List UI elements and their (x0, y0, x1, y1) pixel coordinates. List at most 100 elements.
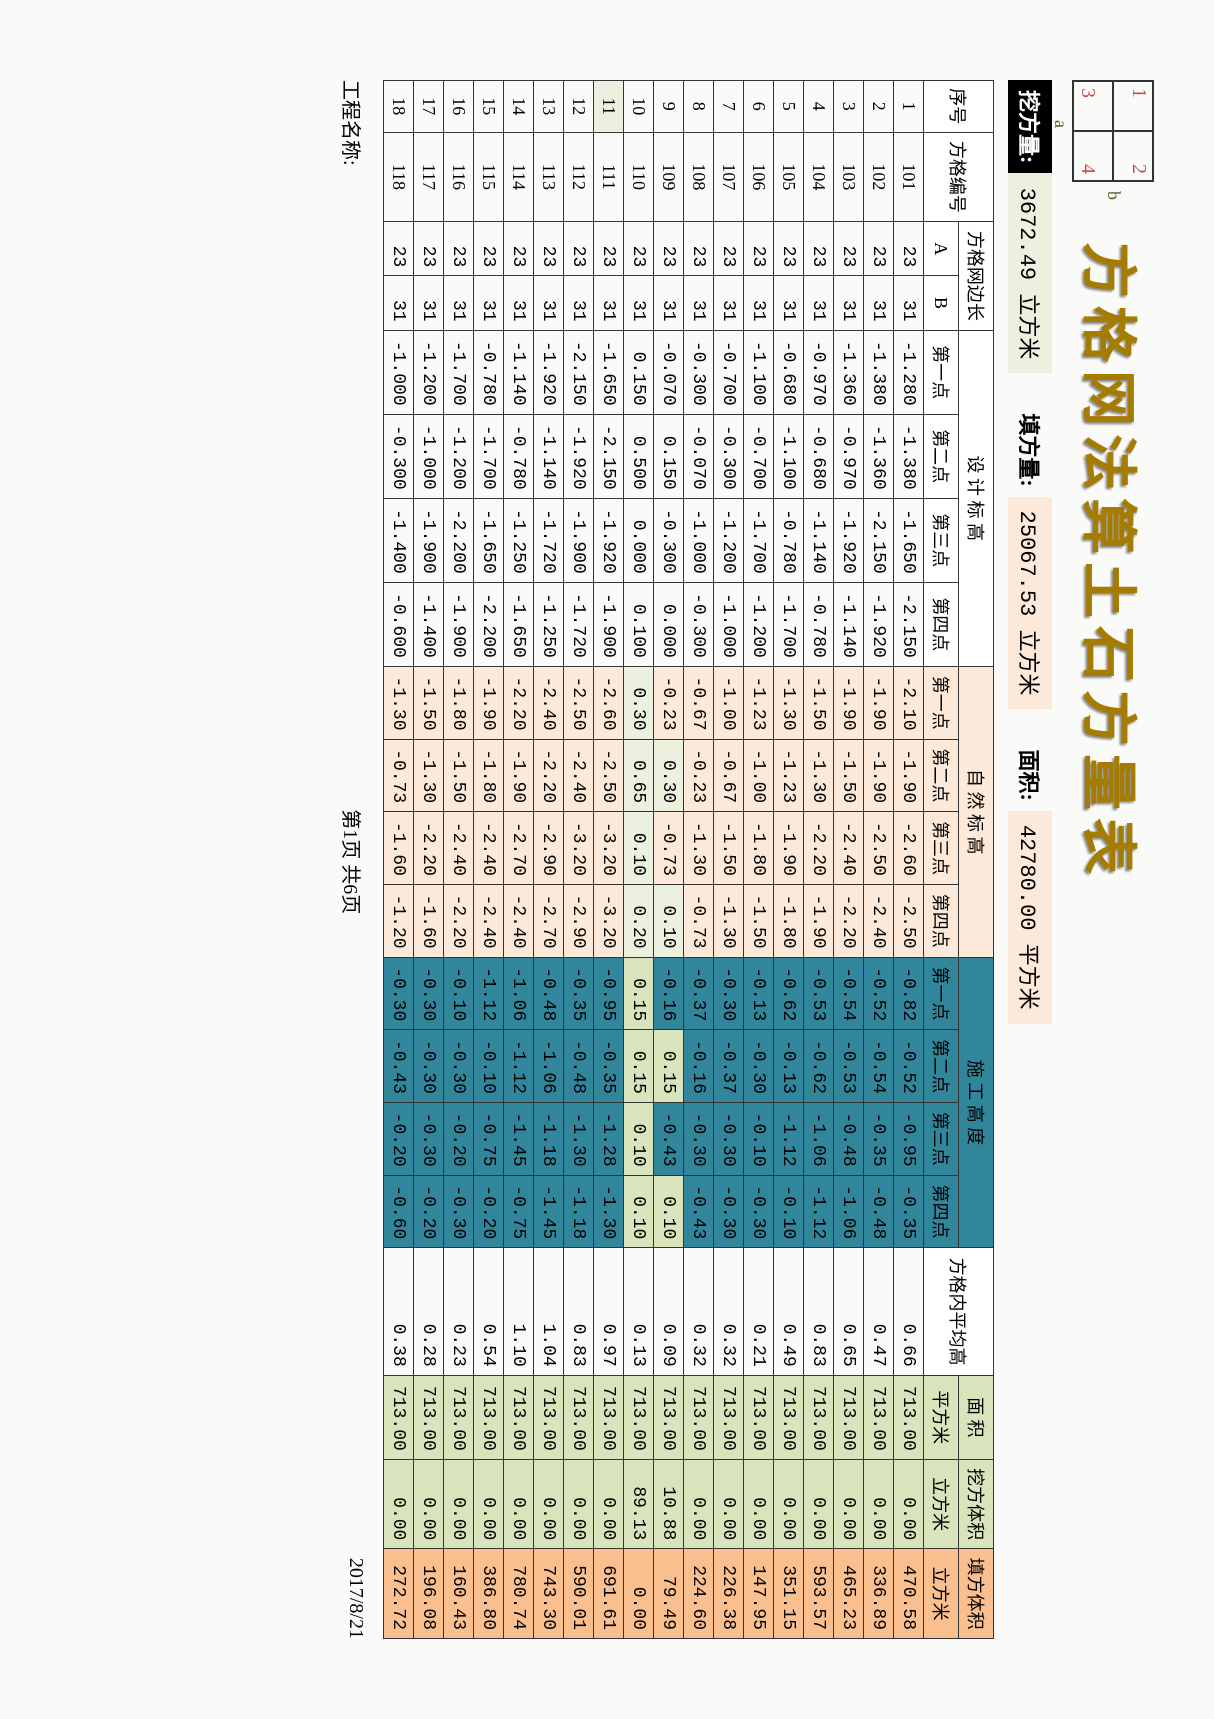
table-cell: 713.00 (684, 1375, 714, 1459)
hdr-design: 设 计 标 高 (959, 330, 994, 666)
table-cell: 89.13 (624, 1459, 654, 1549)
hdr-edge: 方格网边长 (959, 222, 994, 330)
hdr-avg: 方格内平均高 (924, 1248, 994, 1375)
table-cell: 31 (684, 276, 714, 330)
table-cell: -1.30 (414, 739, 444, 812)
table-cell: -0.30 (744, 1175, 774, 1248)
table-row: 41042331-0.970-0.680-1.140-0.780-1.50-1.… (804, 81, 834, 1639)
table-cell: 0.000 (624, 498, 654, 582)
page-title: 方格网法算土石方量表 (1073, 242, 1154, 882)
table-row: 151152331-0.780-1.700-1.650-2.200-1.90-1… (474, 81, 504, 1639)
hdr-c4: 第四点 (924, 1175, 959, 1248)
table-cell: 713.00 (774, 1375, 804, 1459)
table-row: 91092331-0.0700.150-0.3000.000-0.230.30-… (654, 81, 684, 1639)
table-cell: 713.00 (834, 1375, 864, 1459)
hdr-cut: 挖方体积 (959, 1459, 994, 1549)
table-cell: -0.16 (684, 1030, 714, 1103)
table-cell: 0.10 (624, 812, 654, 885)
table-cell: 465.23 (834, 1549, 864, 1639)
table-cell: 31 (474, 276, 504, 330)
table-cell: 17 (414, 81, 444, 133)
table-cell: -0.73 (684, 884, 714, 957)
table-cell: -0.35 (864, 1102, 894, 1175)
table-cell: -2.40 (864, 884, 894, 957)
table-cell: 31 (714, 276, 744, 330)
table-cell: -1.30 (384, 666, 414, 739)
table-cell: 0.10 (654, 1175, 684, 1248)
table-cell: 23 (504, 222, 534, 276)
table-cell: 110 (624, 132, 654, 222)
table-cell: 0.83 (564, 1248, 594, 1375)
table-cell: -1.920 (594, 498, 624, 582)
table-cell: 0.00 (714, 1459, 744, 1549)
table-cell: -1.90 (894, 739, 924, 812)
table-cell: -2.50 (894, 884, 924, 957)
table-cell: -1.900 (444, 582, 474, 666)
table-cell: -1.50 (744, 884, 774, 957)
table-cell: 593.57 (804, 1549, 834, 1639)
table-cell: 108 (684, 132, 714, 222)
table-cell: -1.28 (594, 1102, 624, 1175)
table-cell: -0.30 (414, 1102, 444, 1175)
table-cell: 0.65 (624, 739, 654, 812)
table-row: 111112331-1.650-2.150-1.920-1.900-2.60-2… (594, 81, 624, 1639)
table-cell: 0.00 (894, 1459, 924, 1549)
table-cell: -1.200 (444, 414, 474, 498)
table-cell: 23 (684, 222, 714, 276)
table-cell: -1.700 (474, 414, 504, 498)
table-cell: -1.100 (744, 330, 774, 414)
table-cell: -0.67 (684, 666, 714, 739)
table-cell: -1.650 (504, 582, 534, 666)
hdr-natural: 自 然 标 高 (959, 666, 994, 957)
table-cell: 713.00 (444, 1375, 474, 1459)
table-cell: -0.30 (444, 1175, 474, 1248)
table-cell: -0.780 (474, 330, 504, 414)
table-cell: -1.23 (744, 666, 774, 739)
table-cell: 10.88 (654, 1459, 684, 1549)
table-cell: -2.150 (864, 498, 894, 582)
table-cell: -0.82 (894, 957, 924, 1030)
table-row: 21022331-1.380-1.360-2.150-1.920-1.90-1.… (864, 81, 894, 1639)
hdr-c1: 第一点 (924, 957, 959, 1030)
table-cell: 0.65 (834, 1248, 864, 1375)
table-cell: -2.40 (474, 884, 504, 957)
table-cell: -0.13 (744, 957, 774, 1030)
table-cell: 0.28 (414, 1248, 444, 1375)
table-cell: -0.300 (684, 582, 714, 666)
table-cell: -3.20 (594, 884, 624, 957)
table-cell: 31 (774, 276, 804, 330)
table-cell: 0.00 (564, 1459, 594, 1549)
table-cell: -1.360 (864, 414, 894, 498)
table-cell: 0.00 (594, 1459, 624, 1549)
table-cell: -1.18 (564, 1175, 594, 1248)
footer-project: 工程名称: (338, 80, 367, 166)
table-cell: -0.13 (774, 1030, 804, 1103)
table-cell: -1.000 (384, 330, 414, 414)
table-cell: 713.00 (504, 1375, 534, 1459)
table-row: 11012331-1.280-1.380-1.650-2.150-2.10-1.… (894, 81, 924, 1639)
table-cell: 23 (594, 222, 624, 276)
hdr-n4: 第四点 (924, 884, 959, 957)
table-cell: 114 (504, 132, 534, 222)
table-cell: -1.06 (834, 1175, 864, 1248)
table-cell: -1.400 (414, 582, 444, 666)
table-cell: -0.070 (684, 414, 714, 498)
table-cell: -0.16 (654, 957, 684, 1030)
table-cell: -2.20 (504, 666, 534, 739)
table-cell: 116 (444, 132, 474, 222)
table-cell: 101 (894, 132, 924, 222)
table-cell: 147.95 (744, 1549, 774, 1639)
table-cell: 112 (564, 132, 594, 222)
table-cell: -0.23 (654, 666, 684, 739)
table-cell: 117 (414, 132, 444, 222)
table-cell: 470.58 (894, 1549, 924, 1639)
table-cell: -2.150 (594, 414, 624, 498)
table-cell: -1.20 (384, 884, 414, 957)
table-cell: 31 (384, 276, 414, 330)
table-cell: -1.80 (774, 884, 804, 957)
table-cell: -1.700 (744, 498, 774, 582)
table-cell: 713.00 (894, 1375, 924, 1459)
table-cell: -0.300 (384, 414, 414, 498)
table-cell: -1.06 (504, 957, 534, 1030)
table-cell: -0.20 (444, 1102, 474, 1175)
